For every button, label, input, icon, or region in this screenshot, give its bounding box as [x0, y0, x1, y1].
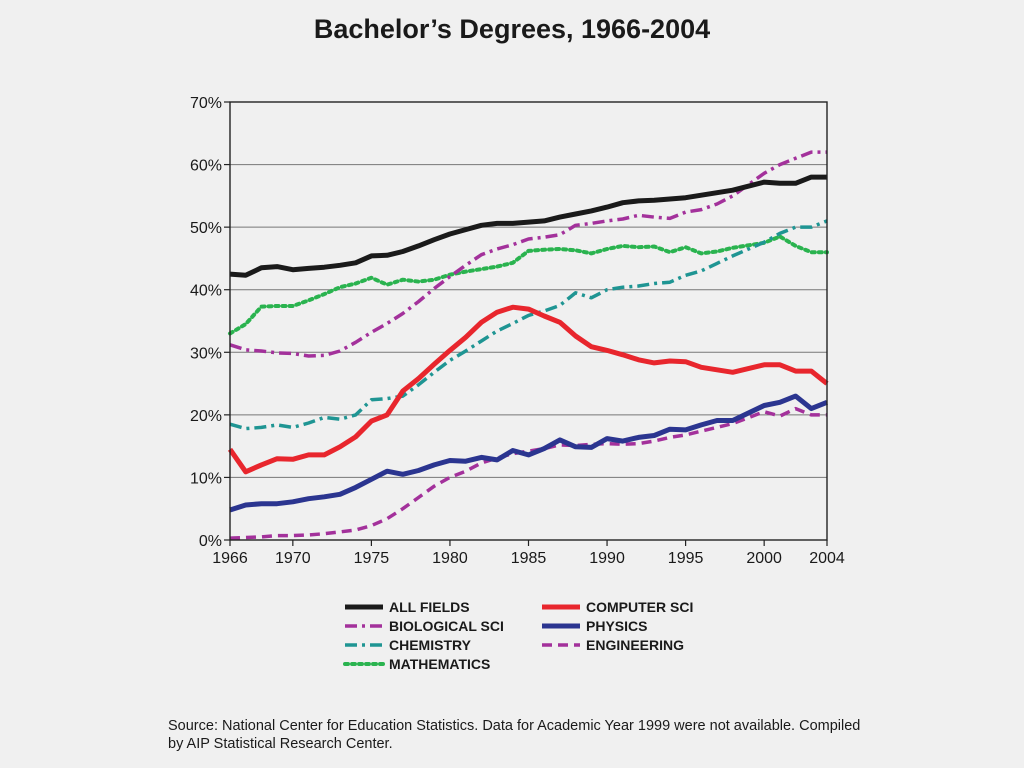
y-tick-label: 10% — [190, 470, 222, 487]
x-tick-label: 1990 — [589, 550, 625, 567]
axis-ticks: 0% 10% 20% 30% 40% 50% 60% 70% 1966 1970 1975 1980 1… — [190, 95, 845, 567]
plot-area — [229, 101, 828, 541]
y-tick-label: 0% — [199, 533, 222, 550]
legend-label: CHEMISTRY — [389, 637, 471, 653]
series-line-chemistry — [229, 219, 828, 431]
legend-item-biological-sci: BIOLOGICAL SCI — [343, 617, 540, 635]
line-chart: 0% 10% 20% 30% 40% 50% 60% 70% 1966 1970 1975 1980 1… — [190, 95, 845, 567]
legend-item-chemistry: CHEMISTRY — [343, 636, 540, 654]
y-tick-label: 30% — [190, 345, 222, 362]
series-line-all-fields — [229, 174, 827, 278]
y-tick-label: 20% — [190, 408, 222, 425]
x-tick-label: 2000 — [746, 550, 782, 567]
x-tick-label: 2004 — [809, 550, 845, 567]
series-line-engineering — [229, 406, 827, 540]
legend-label: COMPUTER SCI — [586, 599, 694, 615]
y-tick-label: 50% — [190, 220, 222, 237]
series-line-computer-sci — [227, 304, 829, 475]
x-tick-label: 1970 — [275, 550, 311, 567]
x-tick-label: 1985 — [511, 550, 547, 567]
y-tick-label: 40% — [190, 283, 222, 300]
legend-item-mathematics: MATHEMATICS — [343, 655, 540, 673]
legend-swatch — [542, 604, 580, 610]
series-line-mathematics — [228, 234, 829, 336]
legend-item-computer-sci: COMPUTER SCI — [540, 598, 720, 616]
legend-swatch — [542, 623, 580, 629]
legend-label: ENGINEERING — [586, 637, 685, 653]
legend-item-physics: PHYSICS — [540, 617, 720, 635]
legend-swatch — [345, 604, 383, 610]
source-note: Source: National Center for Education St… — [168, 718, 861, 752]
x-tick-label: 1980 — [432, 550, 468, 567]
series-lines — [227, 150, 829, 540]
legend-swatch — [343, 662, 385, 666]
legend-label: ALL FIELDS — [389, 599, 470, 615]
y-tick-label: 70% — [190, 95, 222, 112]
chart-title: Bachelor’s Degrees, 1966-2004 — [313, 14, 711, 44]
grid-lines — [230, 164, 827, 478]
legend: ALL FIELDS COMPUTER SCI BIOLOGICAL SCI PHYS… — [343, 598, 720, 673]
legend-swatch — [542, 643, 580, 647]
legend-label: PHYSICS — [586, 618, 648, 634]
y-tick-label: 60% — [190, 158, 222, 175]
legend-label: MATHEMATICS — [389, 656, 491, 672]
legend-item-all-fields: ALL FIELDS — [343, 598, 540, 616]
x-tick-label: 1975 — [354, 550, 390, 567]
x-tick-label: 1966 — [212, 550, 248, 567]
legend-item-engineering: ENGINEERING — [540, 636, 720, 654]
legend-swatch — [345, 624, 383, 628]
series-line-physics — [229, 393, 828, 513]
legend-swatch — [345, 643, 383, 647]
legend-label: BIOLOGICAL SCI — [389, 618, 504, 634]
x-tick-label: 1995 — [668, 550, 704, 567]
